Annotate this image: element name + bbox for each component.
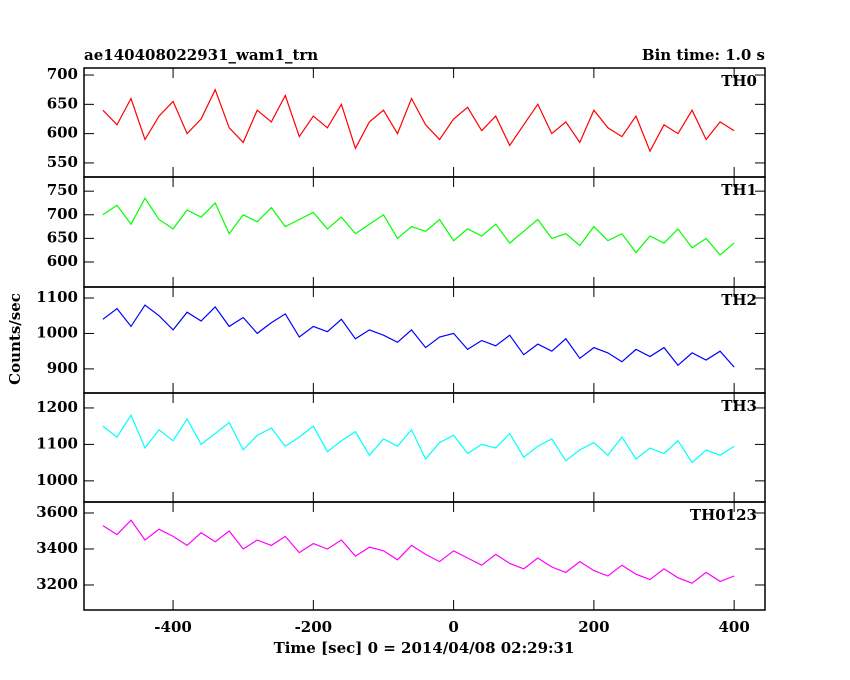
y-tick-label: 1200 [36, 398, 78, 416]
panel-label: TH1 [721, 181, 757, 199]
light-curve [102, 413, 735, 464]
y-tick-label: 700 [47, 65, 78, 83]
y-tick-label: 700 [47, 205, 78, 223]
panel-label: TH0123 [690, 506, 757, 524]
panel-frame [83, 501, 766, 611]
x-tick-label: 0 [448, 618, 458, 636]
y-tick-label: 600 [47, 252, 78, 270]
y-tick-label: 650 [47, 94, 78, 112]
y-tick-label: 550 [47, 153, 78, 171]
bin-time: Bin time: 1.0 s [642, 46, 765, 64]
y-tick-label: 1000 [36, 471, 78, 489]
x-axis-label: Time [sec] 0 = 2014/04/08 02:29:31 [274, 639, 575, 657]
y-tick-label: 1100 [36, 288, 78, 306]
y-tick-label: 1000 [36, 323, 78, 341]
y-tick-label: 1100 [36, 434, 78, 452]
light-curve [102, 88, 735, 153]
panel-frame [83, 176, 766, 288]
y-tick-label: 900 [47, 359, 78, 377]
y-tick-label: 3600 [36, 503, 78, 521]
light-curve [102, 197, 735, 256]
x-tick-label: -200 [295, 618, 333, 636]
x-tick-label: 200 [578, 618, 609, 636]
panel-label: TH3 [721, 397, 757, 415]
panel-frame [83, 286, 766, 394]
y-axis-label: Counts/sec [6, 293, 24, 385]
y-tick-label: 3200 [36, 575, 78, 593]
x-tick-label: 400 [718, 618, 749, 636]
panel-frame [83, 392, 766, 503]
chart-title: ae140408022931_wam1_trn [84, 46, 318, 64]
y-tick-label: 650 [47, 228, 78, 246]
light-curve [102, 519, 735, 584]
y-tick-label: 600 [47, 124, 78, 142]
panel-label: TH2 [721, 291, 757, 309]
y-tick-label: 750 [47, 181, 78, 199]
light-curve [102, 304, 735, 368]
x-tick-label: -400 [154, 618, 192, 636]
y-tick-label: 3400 [36, 539, 78, 557]
panel-label: TH0 [721, 72, 757, 90]
